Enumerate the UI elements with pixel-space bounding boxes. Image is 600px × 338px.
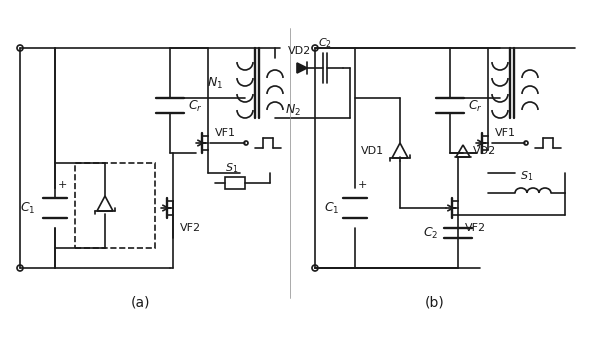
Text: VF1: VF1 — [215, 128, 236, 138]
Text: $C_r$: $C_r$ — [188, 98, 203, 114]
Circle shape — [312, 265, 318, 271]
Text: VD2: VD2 — [289, 46, 311, 56]
Text: $C_1$: $C_1$ — [20, 200, 35, 216]
Circle shape — [17, 265, 23, 271]
Text: $S_1$: $S_1$ — [226, 161, 239, 175]
Text: $C_1$: $C_1$ — [323, 200, 339, 216]
Text: $C_2$: $C_2$ — [422, 225, 438, 241]
Text: $N_2$: $N_2$ — [285, 102, 301, 118]
Polygon shape — [456, 145, 470, 157]
Text: $C_r$: $C_r$ — [468, 98, 483, 114]
Polygon shape — [392, 143, 408, 158]
Text: VF2: VF2 — [180, 223, 201, 233]
Text: (b): (b) — [425, 296, 445, 310]
Circle shape — [312, 45, 318, 51]
Circle shape — [17, 45, 23, 51]
Text: (a): (a) — [130, 296, 150, 310]
Text: +: + — [58, 180, 67, 190]
Circle shape — [524, 141, 528, 145]
Bar — [225, 177, 245, 189]
Text: $N_1$: $N_1$ — [207, 75, 223, 91]
Text: +: + — [358, 180, 367, 190]
Bar — [75, 163, 155, 248]
Text: VF1: VF1 — [495, 128, 516, 138]
Text: $S_1$: $S_1$ — [520, 169, 533, 183]
Text: VD2: VD2 — [473, 146, 496, 156]
Text: $C_2$: $C_2$ — [318, 36, 332, 50]
Polygon shape — [297, 63, 307, 73]
Text: VF2: VF2 — [465, 223, 486, 233]
Circle shape — [244, 141, 248, 145]
Text: VD1: VD1 — [361, 146, 384, 156]
Polygon shape — [97, 196, 113, 211]
